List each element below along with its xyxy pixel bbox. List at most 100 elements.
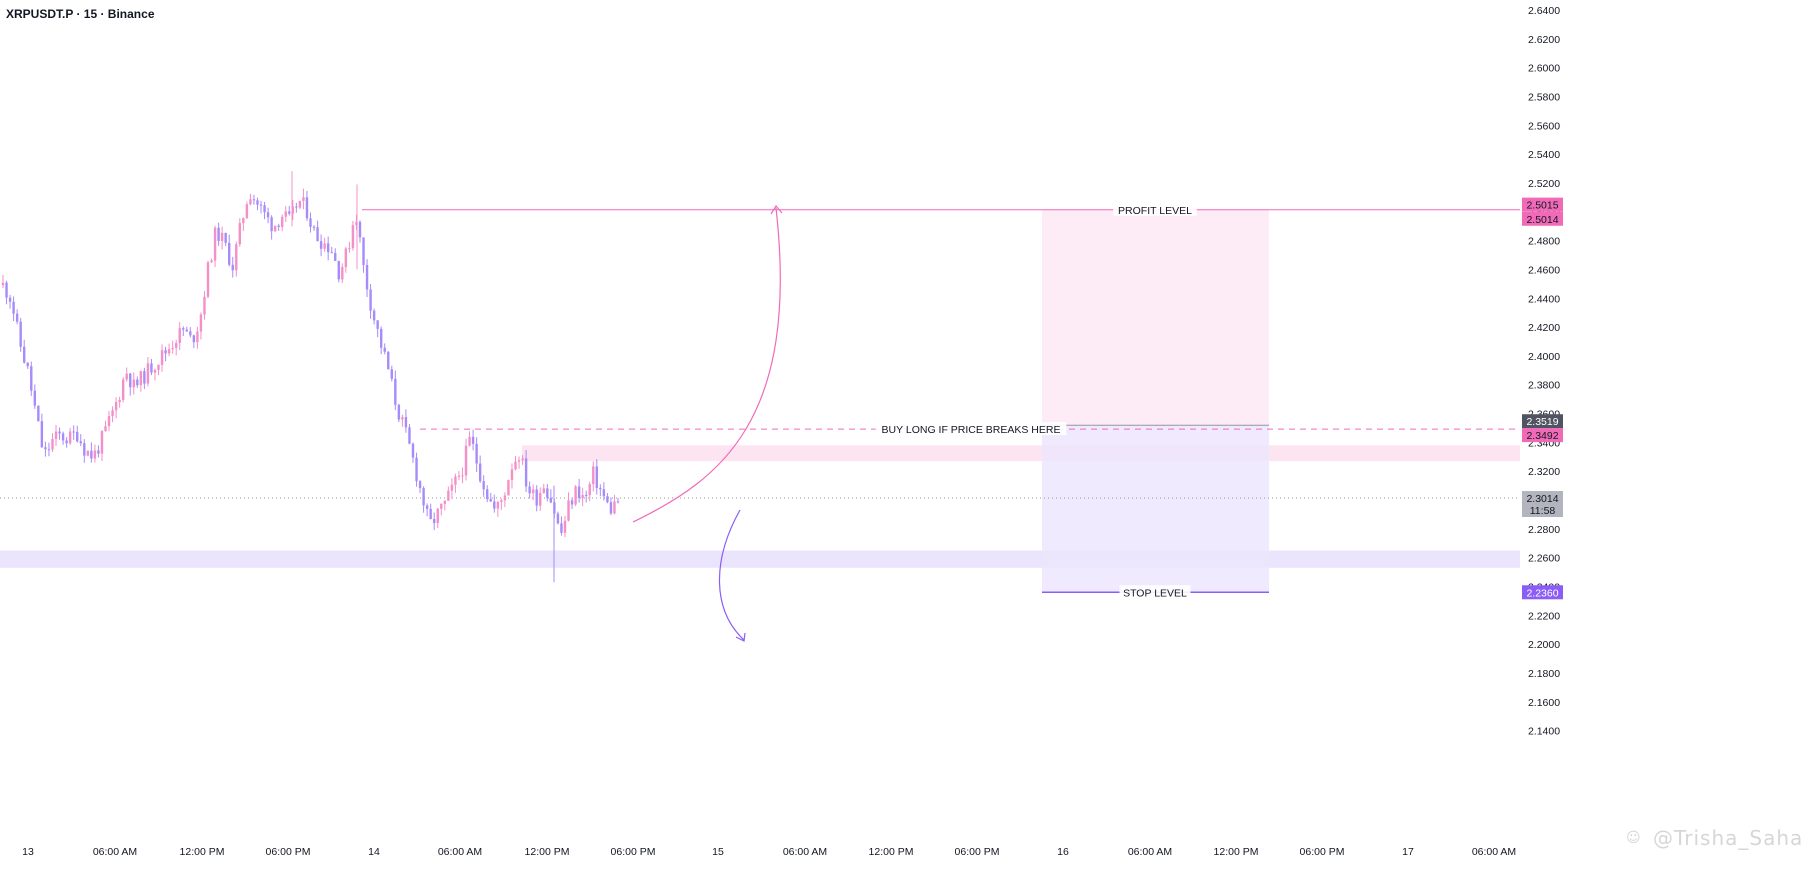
- y-tick-label: 2.1400: [1528, 726, 1560, 738]
- y-tick-label: 2.3800: [1528, 380, 1560, 392]
- candle-body: [369, 289, 372, 311]
- candle-body: [132, 379, 135, 388]
- candle-body: [464, 445, 468, 476]
- candle-body: [210, 260, 213, 263]
- candle-body: [486, 489, 489, 500]
- candle-body: [245, 204, 249, 219]
- candle-body: [143, 371, 146, 384]
- entry-alt-tag: [1522, 414, 1563, 429]
- candle-body: [496, 501, 500, 509]
- arrow-head: [735, 632, 746, 642]
- candle-body: [199, 314, 203, 332]
- candle-body: [129, 373, 132, 388]
- candle-body: [556, 513, 560, 524]
- candle-body: [277, 225, 280, 227]
- candle-body: [203, 296, 206, 315]
- y-tick-label: 2.5200: [1528, 178, 1560, 190]
- candle-body: [539, 493, 542, 506]
- countdown-label: 11:58: [1530, 505, 1556, 517]
- y-tick-label: 2.3200: [1528, 466, 1560, 478]
- y-tick-label: 2.1800: [1528, 668, 1560, 680]
- candle-body: [613, 501, 616, 514]
- candle-body: [97, 450, 100, 454]
- y-tick-label: 2.6400: [1528, 5, 1560, 17]
- candle-body: [581, 495, 584, 499]
- candle-body: [457, 475, 461, 477]
- x-tick-label: 12:00 PM: [180, 846, 225, 858]
- candle-body: [182, 328, 185, 330]
- candle-body: [217, 227, 220, 241]
- entry-level-label-bg: [875, 422, 1067, 436]
- candle-body: [47, 449, 51, 451]
- candle-body: [454, 476, 457, 485]
- candle-body: [510, 469, 514, 481]
- candle-body: [358, 221, 362, 238]
- author-watermark: @Trisha_Saha: [1653, 826, 1804, 850]
- x-tick-label: 06:00 AM: [1128, 846, 1172, 858]
- candle-body: [249, 199, 252, 205]
- candle-body: [139, 371, 143, 386]
- x-tick-label: 14: [368, 846, 380, 858]
- candle-body: [309, 218, 312, 227]
- candle-body: [224, 232, 227, 243]
- candle-body: [192, 335, 196, 343]
- candle-body: [606, 496, 609, 503]
- y-tick-label: 2.4800: [1528, 236, 1560, 248]
- candle-body: [157, 364, 160, 370]
- candle-body: [514, 461, 517, 470]
- x-tick-label: 13: [22, 846, 34, 858]
- x-tick-label: 16: [1057, 846, 1069, 858]
- entry-level-label: BUY LONG IF PRICE BREAKS HERE: [882, 424, 1061, 436]
- candle-body: [602, 489, 606, 497]
- candle-body: [220, 232, 224, 241]
- candle-body: [58, 431, 61, 434]
- candle-body: [546, 488, 549, 498]
- candle-body: [295, 206, 298, 208]
- candle-body: [372, 310, 376, 321]
- candle-body: [44, 447, 47, 450]
- candle-body: [383, 347, 386, 352]
- candle-body: [401, 417, 404, 420]
- y-tick-label: 2.2000: [1528, 639, 1560, 651]
- y-tick-label: 2.2200: [1528, 610, 1560, 622]
- candle-body: [379, 328, 383, 348]
- candle-body: [535, 489, 538, 506]
- candle-body: [281, 216, 284, 227]
- x-tick-label: 15: [712, 846, 724, 858]
- profit-projection-arrow: [632, 207, 781, 523]
- candle-body: [471, 436, 475, 444]
- candle-body: [433, 519, 436, 524]
- candle-body: [443, 500, 447, 504]
- candle-body: [337, 260, 340, 280]
- x-tick-label: 12:00 PM: [869, 846, 914, 858]
- candle-body: [397, 404, 401, 420]
- candle-body: [588, 484, 591, 496]
- x-tick-label: 06:00 PM: [266, 846, 311, 858]
- y-tick-label: 2.5400: [1528, 149, 1560, 161]
- candle-body: [1, 282, 5, 286]
- candle-body: [114, 402, 118, 411]
- candle-body: [90, 450, 93, 459]
- candle-body: [341, 267, 344, 280]
- candle-body: [51, 438, 54, 450]
- candle-body: [167, 349, 171, 354]
- candle-body: [482, 481, 485, 490]
- candle-body: [503, 495, 507, 501]
- candle-body: [344, 248, 348, 268]
- candle-body: [228, 242, 231, 265]
- candle-body: [567, 500, 570, 521]
- stop-tag-label: 2.2360: [1526, 587, 1558, 599]
- y-tick-label: 2.4600: [1528, 264, 1560, 276]
- candle-body: [429, 508, 432, 520]
- candle-body: [355, 221, 358, 226]
- candle-body: [5, 282, 8, 298]
- candle-body: [270, 217, 273, 232]
- candle-body: [302, 197, 305, 201]
- candle-body: [266, 212, 270, 218]
- candle-body: [528, 486, 531, 494]
- entry-tag: [1522, 428, 1563, 443]
- candle-body: [242, 218, 245, 224]
- candle-body: [178, 328, 181, 344]
- candle-body: [76, 431, 79, 442]
